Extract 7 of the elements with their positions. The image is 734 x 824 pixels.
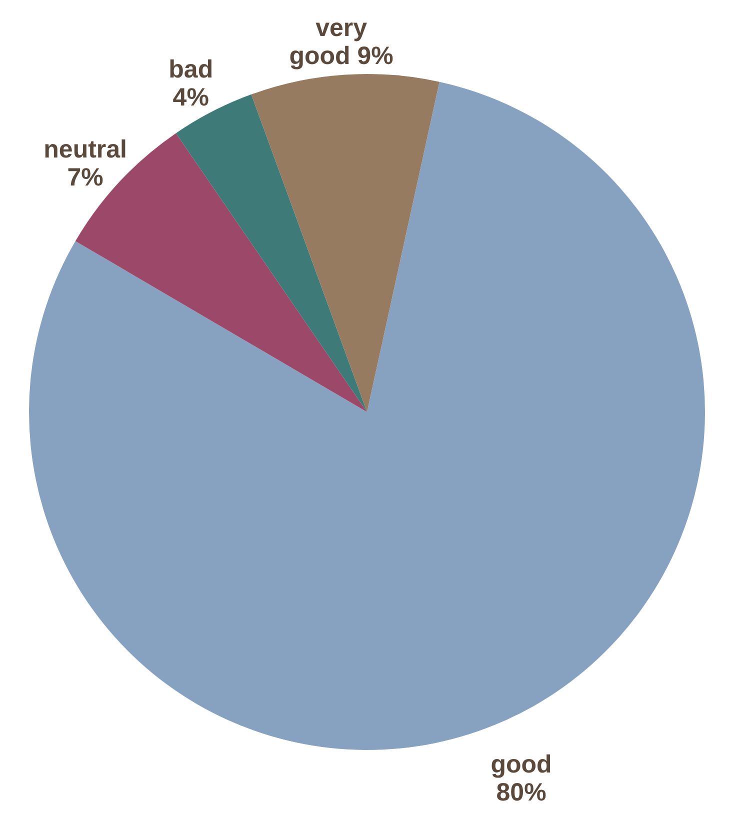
slice-label: bad [168,56,214,84]
data-label: 7% [67,164,104,192]
data-label: 80% [496,778,546,807]
slice-label: very good 9% [289,14,394,70]
data-label: 4% [172,84,209,112]
slice-label: good [490,750,552,779]
slice-label: neutral [44,136,127,164]
